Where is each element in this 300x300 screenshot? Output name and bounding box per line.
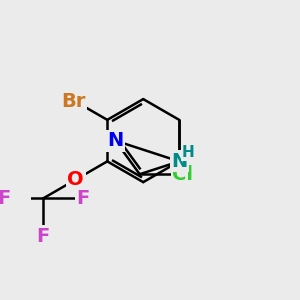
Text: H: H [182,145,194,160]
Text: O: O [67,170,84,189]
Text: N: N [171,152,187,171]
Text: Cl: Cl [172,165,194,184]
Text: F: F [76,189,90,208]
Text: N: N [107,131,123,150]
Text: F: F [0,189,10,208]
Text: F: F [37,227,50,246]
Text: Br: Br [61,92,86,111]
